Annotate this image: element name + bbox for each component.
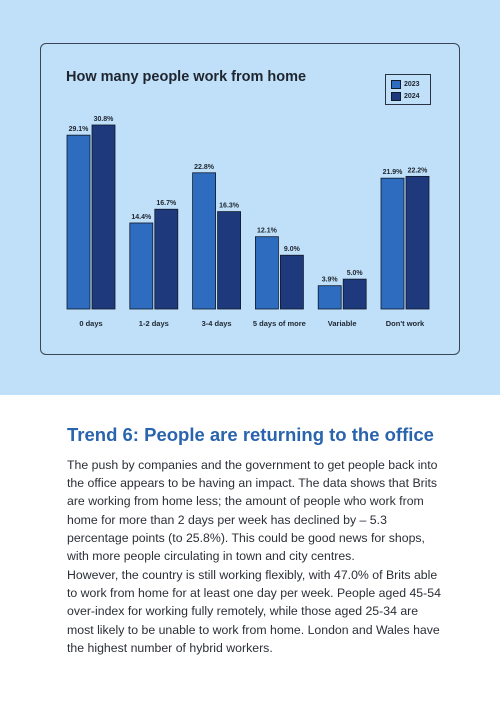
- bar-chart: 29.1% 30.8% 0 days 14.4% 16.7% 1-2 days 22.8% 1…: [66, 116, 430, 328]
- category-label-variable: Variable: [328, 319, 357, 328]
- bar-2023-don-t-work: [380, 177, 405, 310]
- bar-value-label: 21.9%: [383, 169, 404, 176]
- bar-2023-1-2-days: [129, 222, 154, 310]
- legend-label-2024: 2024: [404, 92, 420, 100]
- bar-2023-0-days: [66, 134, 91, 310]
- section-heading: Trend 6: People are returning to the off…: [67, 424, 434, 445]
- legend-label-2023: 2023: [404, 80, 420, 88]
- legend-item-2024: 2024: [391, 91, 420, 101]
- bar-value-label: 29.1%: [69, 126, 90, 133]
- chart-legend: 2023 2024: [385, 74, 431, 105]
- legend-swatch-2024: [391, 91, 401, 101]
- bar-2024-1-2-days: [154, 208, 179, 310]
- legend-item-2023: 2023: [391, 79, 420, 89]
- bar-2023-3-4-days: [192, 172, 217, 310]
- bar-value-label: 16.3%: [219, 203, 240, 210]
- category-label-3-4-days: 3-4 days: [202, 319, 232, 328]
- bar-2024-0-days: [91, 124, 116, 310]
- bar-value-label: 9.0%: [284, 246, 301, 253]
- legend-swatch-2023: [391, 79, 401, 89]
- chart-title: How many people work from home: [66, 69, 307, 85]
- paragraph-2: However, the country is still working fl…: [67, 568, 441, 655]
- bar-2023-variable: [317, 285, 342, 310]
- category-label-don-t-work: Don't work: [386, 319, 425, 328]
- bar-value-label: 22.2%: [408, 167, 429, 174]
- bar-value-label: 3.9%: [322, 277, 339, 284]
- bar-2024-3-4-days: [217, 211, 242, 310]
- bar-value-label: 30.8%: [94, 116, 115, 123]
- category-label-5-days-of-more: 5 days of more: [253, 319, 306, 328]
- bar-2024-don-t-work: [405, 175, 430, 310]
- category-label-1-2-days: 1-2 days: [139, 319, 169, 328]
- bar-2024-5-days-of-more: [279, 254, 304, 310]
- bar-value-label: 5.0%: [347, 270, 364, 277]
- category-label-0-days: 0 days: [79, 319, 102, 328]
- bar-value-label: 12.1%: [257, 228, 278, 235]
- bar-value-label: 14.4%: [131, 214, 152, 221]
- bar-2023-5-days-of-more: [254, 236, 279, 310]
- paragraph-1: The push by companies and the government…: [67, 458, 438, 564]
- chart-card: [40, 43, 460, 355]
- bar-2024-variable: [342, 278, 367, 310]
- bar-value-label: 16.7%: [156, 200, 177, 207]
- bar-value-label: 22.8%: [194, 164, 215, 171]
